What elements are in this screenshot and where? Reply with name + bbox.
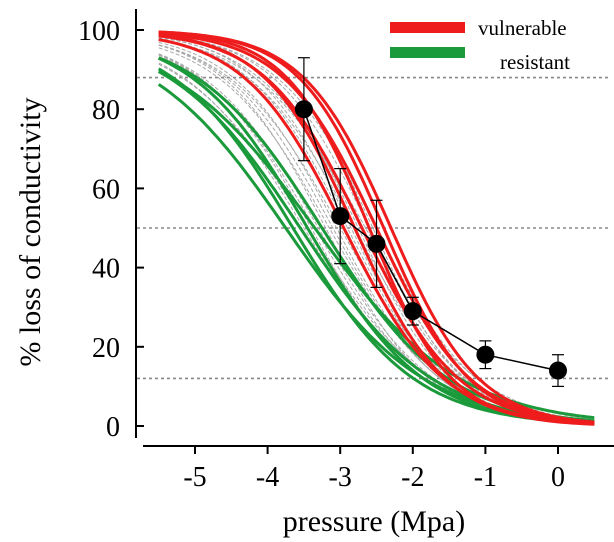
- mean-point: [403, 302, 422, 321]
- mean-point: [549, 361, 567, 380]
- y-axis-ticks: 0 20 40 60 80 100: [78, 16, 144, 443]
- x-tick-label: -2: [401, 462, 424, 493]
- curve-vulnerable: [158, 30, 595, 424]
- mean-point: [367, 234, 386, 253]
- mean-point: [294, 100, 313, 119]
- legend-swatch-resistant: [390, 47, 465, 58]
- x-tick-label: 0: [551, 462, 565, 493]
- x-tick-label: -1: [474, 462, 497, 493]
- mean-series: [294, 57, 567, 387]
- legend-swatch-vulnerable: [390, 22, 465, 33]
- mean-point: [331, 207, 350, 226]
- x-tick-label: -3: [329, 462, 352, 493]
- legend: vulnerable resistant: [390, 16, 570, 74]
- y-tick-label: 100: [78, 16, 120, 47]
- legend-label-vulnerable: vulnerable: [478, 16, 567, 40]
- y-tick-label: 60: [92, 174, 120, 205]
- reference-lines: [137, 76, 610, 380]
- y-tick-label: 20: [92, 333, 120, 364]
- curve-other: [158, 54, 595, 424]
- y-tick-label: 80: [92, 95, 120, 126]
- x-tick-label: -5: [183, 462, 206, 493]
- y-tick-label: 40: [92, 254, 120, 285]
- x-axis-ticks: -5 -4 -3 -2 -1 0: [183, 446, 565, 493]
- legend-label-resistant: resistant: [500, 50, 570, 74]
- mean-point: [476, 345, 495, 364]
- x-axis-label: pressure (Mpa): [283, 505, 465, 538]
- y-tick-label: 0: [106, 412, 120, 443]
- x-tick-label: -4: [256, 462, 279, 493]
- mean-line: [303, 108, 559, 372]
- y-axis-label: % loss of conductivity: [14, 97, 47, 366]
